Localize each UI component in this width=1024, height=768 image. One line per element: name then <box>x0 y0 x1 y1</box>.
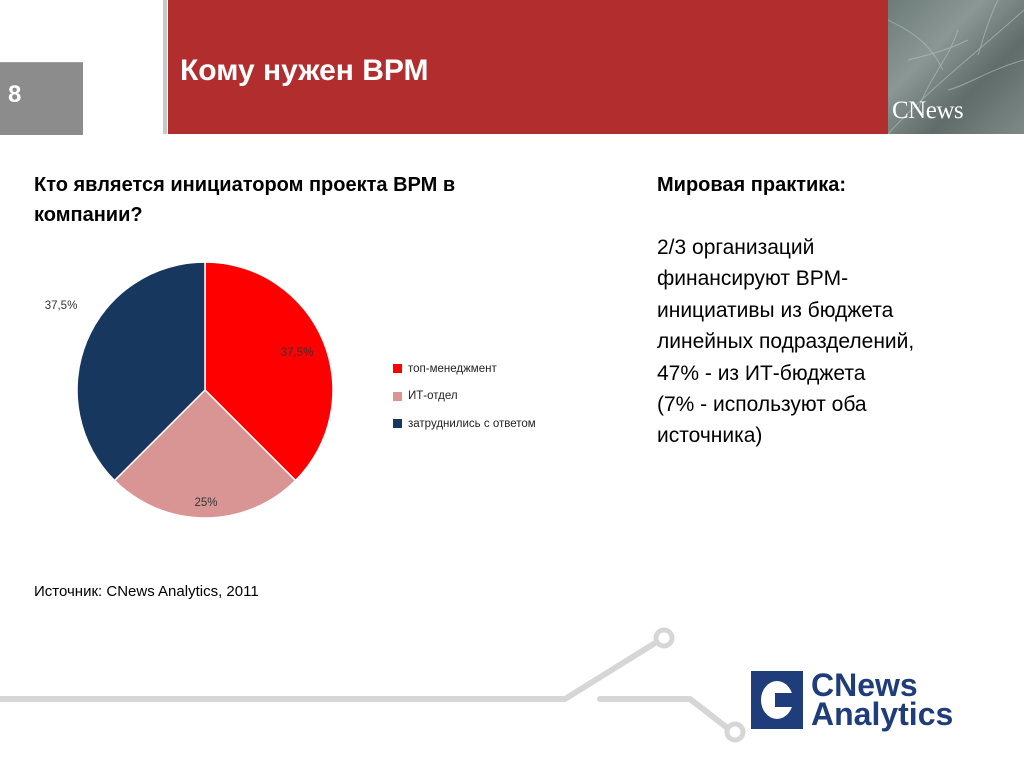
cnews-header-logo: CNews <box>892 97 964 124</box>
legend-swatch <box>393 364 402 374</box>
logo-line-1: CNews <box>811 667 918 703</box>
practice-line: 47% - из ИТ-бюджета <box>657 361 866 385</box>
chart-question: Кто является инициатором проекта ВРМ в к… <box>34 174 456 226</box>
slide-title: Кому нужен ВРМ <box>180 54 429 87</box>
legend-label: топ-менеджмент <box>408 362 497 375</box>
chart-legend: топ-менеджмент ИТ-отдел затруднились с о… <box>393 355 536 438</box>
practice-line: финансируют ВРМ- <box>657 267 849 291</box>
slide-number-box: 8 <box>0 62 83 135</box>
legend-swatch <box>393 391 402 401</box>
legend-item: топ-менеджмент <box>393 355 536 383</box>
cnews-analytics-mark-icon <box>751 671 803 729</box>
slide-number: 8 <box>8 81 22 108</box>
pie-slice <box>76 261 206 482</box>
header-divider <box>163 0 167 134</box>
practice-line: линейных подразделений, <box>657 330 915 354</box>
pie-data-label: 37,5% <box>281 347 314 359</box>
logo-line-2: Analytics <box>811 696 954 732</box>
header-leaf-texture <box>888 0 1024 134</box>
legend-item: затруднились с ответом <box>393 410 536 438</box>
practice-line: 2/3 организаций <box>657 236 815 259</box>
legend-item: ИТ-отдел <box>393 383 536 411</box>
pie-slice <box>113 388 297 519</box>
leaf-veins-icon <box>888 0 1024 134</box>
practice-text: 2/3 организаций финансируют ВРМ- инициат… <box>657 232 1017 452</box>
source-note: Источник: CNews Analytics, 2011 <box>34 583 259 600</box>
legend-label: затруднились с ответом <box>408 417 536 430</box>
header-band <box>168 0 888 134</box>
practice-title: Мировая практика: <box>657 174 847 196</box>
practice-line: источника) <box>657 424 763 448</box>
legend-label: ИТ-отдел <box>408 390 458 403</box>
practice-line: инициативы из бюджета <box>657 298 894 322</box>
cnews-analytics-logo: CNews Analytics <box>751 669 953 731</box>
pie-data-label: 25% <box>194 497 217 509</box>
pie-data-label: 37,5% <box>45 300 78 312</box>
practice-line: (7% - используют оба <box>657 393 867 417</box>
pie-slice <box>204 261 334 482</box>
legend-swatch <box>393 419 402 429</box>
footer-line <box>0 696 565 702</box>
